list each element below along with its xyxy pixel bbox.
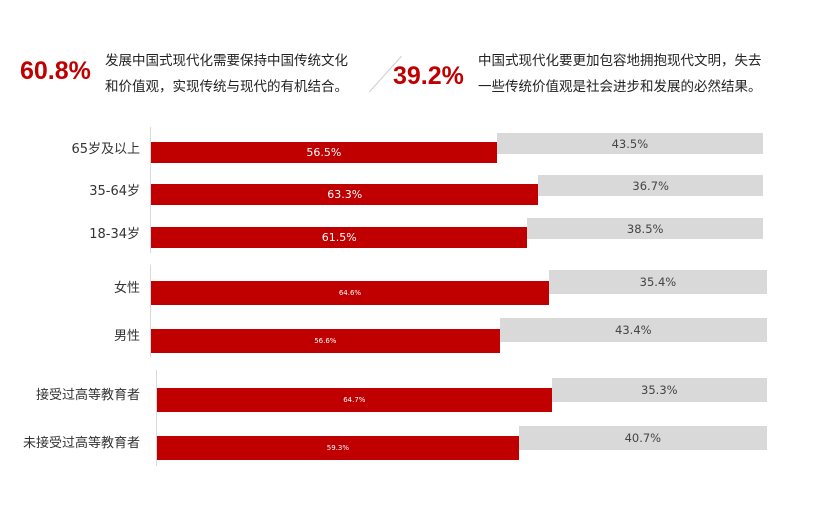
bar-series2: 43.4%: [499, 318, 767, 342]
bar-series1: 63.3%: [151, 184, 539, 205]
category-label: 65岁及以上: [71, 142, 140, 157]
bar-series2: 36.7%: [538, 175, 763, 196]
left-value: 60.8%: [20, 57, 91, 85]
category-label: 18-34岁: [89, 227, 140, 242]
bar-series1: 61.5%: [151, 227, 528, 248]
bar-series1: 64.6%: [151, 281, 549, 305]
right-statement: 中国式现代化要更加包容地拥抱现代文明，失去一些传统价值观是社会进步和发展的必然结…: [478, 53, 762, 95]
category-label: 接受过高等教育者: [35, 388, 140, 403]
category-label: 女性: [113, 281, 140, 296]
bar-series2: 35.3%: [551, 378, 767, 402]
axis-line: [156, 370, 157, 466]
category-label: 男性: [113, 329, 140, 344]
category-label: 35-64岁: [89, 184, 140, 199]
axis-line: [150, 127, 151, 253]
axis-line: [150, 265, 151, 357]
bar-series1: 59.3%: [157, 436, 519, 460]
category-label: 未接受过高等教育者: [22, 436, 140, 451]
right-value: 39.2%: [393, 62, 464, 90]
bar-series1: 56.6%: [151, 329, 500, 353]
bar-series1: 56.5%: [151, 142, 497, 163]
left-statement: 发展中国式现代化需要保持中国传统文化和价值观，实现传统与现代的有机结合。: [105, 53, 348, 95]
bar-series1: 64.7%: [157, 388, 552, 412]
bar-series2: 35.4%: [548, 270, 767, 294]
bar-series2: 40.7%: [518, 426, 767, 450]
bar-series2: 38.5%: [527, 218, 763, 239]
bar-series2: 43.5%: [496, 133, 763, 154]
